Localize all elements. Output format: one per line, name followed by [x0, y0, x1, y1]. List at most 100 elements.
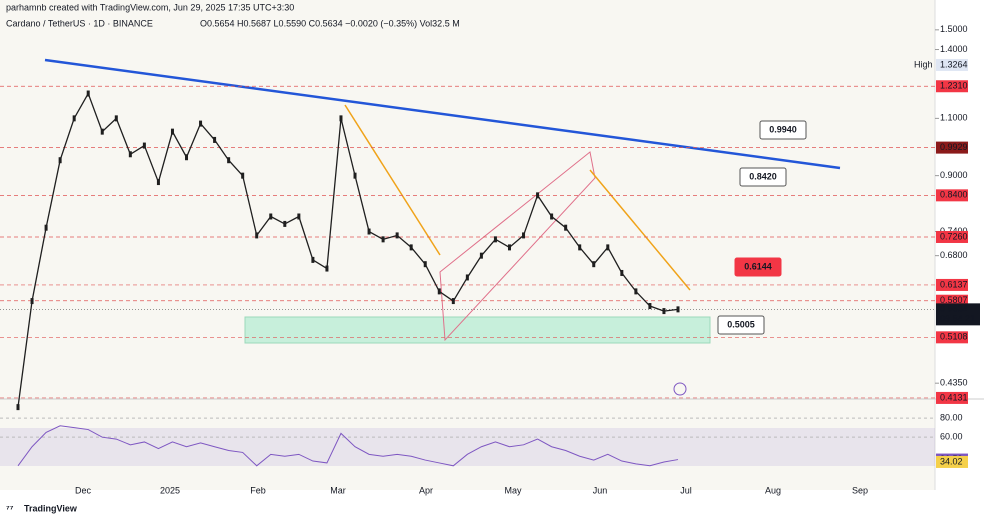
y-tick-label: 0.9000 — [940, 170, 968, 180]
y-tick-label: 1.5000 — [940, 24, 968, 34]
candle — [522, 232, 526, 239]
level-tag — [936, 331, 968, 344]
candle — [451, 298, 455, 305]
arrow — [589, 169, 691, 291]
candle — [493, 236, 497, 243]
candle — [185, 154, 189, 161]
level-tag — [936, 278, 968, 291]
candle — [128, 151, 132, 158]
high-label: 1.3264 — [940, 59, 968, 69]
rsi-tag — [936, 455, 968, 468]
candle — [58, 157, 62, 164]
channel — [439, 151, 596, 342]
rsi-tick-label: 60.00 — [940, 432, 963, 442]
candle — [100, 128, 104, 135]
candle — [353, 172, 357, 179]
annotation: 0.9940 — [769, 124, 797, 134]
level-label: 0.5807 — [940, 295, 968, 305]
candle — [620, 269, 624, 276]
annotation: 0.8420 — [749, 171, 777, 181]
arrow — [344, 104, 441, 256]
level-tag — [936, 141, 968, 154]
x-tick-label: Sep — [852, 485, 868, 495]
x-tick-label: Feb — [250, 485, 266, 495]
x-tick-label: Mar — [330, 485, 346, 495]
candle — [199, 120, 203, 127]
candle — [170, 128, 174, 135]
credit: parhamnb created with TradingView.com, J… — [6, 2, 294, 12]
candle — [662, 308, 666, 315]
symbol: Cardano / TetherUS · 1D · BINANCE — [6, 18, 153, 28]
icon — [673, 382, 687, 396]
x-tick-label: May — [504, 485, 522, 495]
candle — [241, 172, 245, 179]
rsi-line — [17, 425, 679, 467]
candle — [437, 288, 441, 295]
level-label: 1.2310 — [940, 81, 968, 91]
x-tick-label: 2025 — [160, 485, 180, 495]
chart-background — [0, 0, 935, 490]
candle — [30, 298, 34, 305]
candle — [578, 244, 582, 251]
candle — [142, 142, 146, 149]
trendline — [44, 58, 841, 170]
candle — [409, 244, 413, 251]
x-tick-label: Apr — [419, 485, 433, 495]
level-label: 0.8400 — [940, 190, 968, 200]
x-tick-label: Aug — [765, 485, 781, 495]
level-tag — [936, 80, 968, 93]
candle — [297, 213, 301, 220]
last-tag — [936, 303, 980, 326]
candle — [311, 256, 315, 263]
brand: TradingView — [24, 503, 78, 513]
candle — [479, 252, 483, 259]
logo: ⁷⁷ — [6, 503, 14, 513]
annotation-box — [717, 315, 765, 335]
y-tick-label: 0.7400 — [940, 226, 968, 236]
level-label: 0.5108 — [940, 332, 968, 342]
candle — [114, 115, 118, 122]
candle — [381, 236, 385, 243]
candle — [395, 232, 399, 239]
level-label: 0.7260 — [940, 231, 968, 241]
annotation: 0.5005 — [727, 319, 755, 329]
annotation: 0.6144 — [744, 261, 772, 271]
candle — [367, 228, 371, 235]
level-label: 0.4131 — [940, 392, 968, 402]
candle — [213, 136, 217, 143]
level-tag — [936, 391, 968, 404]
y-tick-label: 0.4350 — [940, 378, 968, 388]
candle — [86, 90, 90, 97]
candle — [283, 220, 287, 227]
candle — [634, 288, 638, 295]
annotation-box — [739, 167, 787, 187]
candle — [339, 115, 343, 122]
x-tick-label: Jun — [593, 485, 608, 495]
ohlc: O0.5654 H0.5687 L0.5590 C0.5634 −0.0020 … — [200, 18, 460, 28]
high-tag — [936, 58, 968, 71]
rsi-band — [0, 428, 935, 466]
rsi-tick-label: 80.00 — [940, 412, 963, 422]
x-tick-label: Dec — [75, 485, 92, 495]
y-tick-label: 1.1000 — [940, 113, 968, 123]
candle — [536, 192, 540, 199]
candle — [550, 213, 554, 220]
y-tick-label: 1.4000 — [940, 44, 968, 54]
annotation-box — [734, 257, 782, 277]
candle — [423, 261, 427, 268]
x-tick-label: Jul — [680, 485, 692, 495]
y-tick-label: 0.6800 — [940, 250, 968, 260]
candle — [44, 224, 48, 231]
candle — [325, 265, 329, 272]
price-line — [17, 91, 679, 408]
high-name: High — [914, 59, 933, 69]
candle — [156, 179, 160, 186]
level-label: 0.6137 — [940, 279, 968, 289]
last-label: 0.5634 — [940, 304, 968, 314]
level-tag — [936, 189, 968, 202]
annotation-box — [759, 120, 807, 140]
candle — [676, 306, 680, 313]
candle — [592, 261, 596, 268]
candle — [564, 224, 568, 231]
rsi-value: 34.02 — [940, 456, 963, 466]
